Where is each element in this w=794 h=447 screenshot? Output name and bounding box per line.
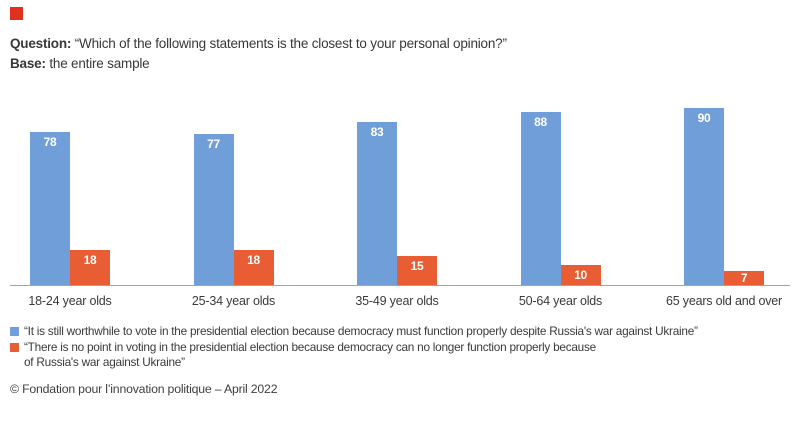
base-text: the entire sample xyxy=(45,55,150,71)
question-label: Question: xyxy=(10,36,72,51)
blue-bar: 90 xyxy=(684,107,724,285)
legend-swatch xyxy=(10,327,19,336)
bar-group: 83 15 35-49 year olds xyxy=(355,100,439,308)
bar-value-label: 15 xyxy=(410,258,424,273)
category-label: 25-34 year olds xyxy=(191,294,276,308)
base-label: Base: xyxy=(10,55,46,71)
chart-header: Question: “Which of the following statem… xyxy=(10,34,784,73)
orange-bar: 18 xyxy=(233,249,274,285)
category-label: 18-24 year olds xyxy=(28,294,112,308)
orange-bar: 18 xyxy=(70,249,110,285)
bar-group: 78 18 18-24 year olds xyxy=(28,100,112,308)
copyright-credit: © Fondation pour l’innovation politique … xyxy=(10,382,278,396)
orange-bar: 15 xyxy=(397,255,437,285)
bar-value-label: 90 xyxy=(697,110,711,125)
bar-chart: 78 18 18-24 year olds 77 18 25-34 year olds 83… xyxy=(28,100,782,308)
bar-value-label: 18 xyxy=(83,252,97,267)
blue-bar: 88 xyxy=(520,111,561,285)
blue-bar: 83 xyxy=(357,121,397,285)
orange-bar: 7 xyxy=(724,271,764,285)
x-axis-line xyxy=(10,285,790,286)
base-line: Base: the entire sample xyxy=(10,54,784,74)
question-text: “Which of the following statements is th… xyxy=(71,36,507,51)
bar-value-label: 78 xyxy=(43,134,57,149)
bar-value-label: 88 xyxy=(534,114,547,129)
legend-label: “It is still worthwhile to vote in the p… xyxy=(24,324,698,338)
orange-bar: 10 xyxy=(560,265,601,285)
brand-red-square-logo xyxy=(10,7,23,20)
question-line: Question: “Which of the following statem… xyxy=(10,34,784,54)
bar-value-label: 18 xyxy=(247,252,260,267)
legend-label: “There is no point in voting in the pres… xyxy=(24,340,596,369)
bar-value-label: 77 xyxy=(207,136,220,151)
category-label: 35-49 year olds xyxy=(355,294,439,308)
bar-group: 88 10 50-64 year olds xyxy=(519,100,602,308)
bar-value-label: 7 xyxy=(740,270,748,285)
bar-group: 77 18 25-34 year olds xyxy=(192,100,275,308)
legend-swatch xyxy=(10,343,19,352)
legend-item: “It is still worthwhile to vote in the p… xyxy=(10,324,788,339)
chart-legend: “It is still worthwhile to vote in the p… xyxy=(10,324,788,371)
legend-item: “There is no point in voting in the pres… xyxy=(10,340,788,370)
bar-value-label: 10 xyxy=(574,268,587,283)
blue-bar: 77 xyxy=(193,133,234,285)
category-label: 65 years old and over xyxy=(665,294,783,308)
bar-value-label: 83 xyxy=(370,124,384,139)
blue-bar: 78 xyxy=(30,131,70,285)
category-label: 50-64 year olds xyxy=(518,294,603,308)
bar-group: 90 7 65 years old and over xyxy=(666,100,782,308)
